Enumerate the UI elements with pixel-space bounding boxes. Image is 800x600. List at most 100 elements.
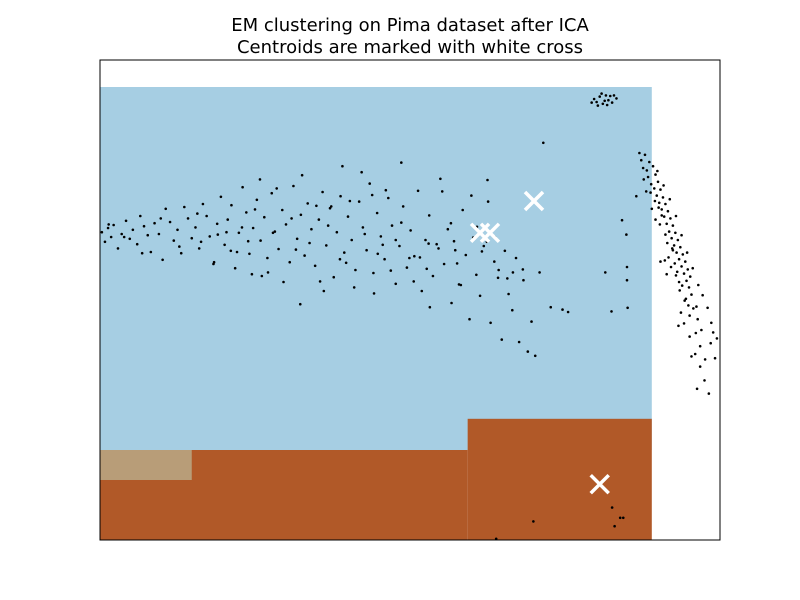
data-point bbox=[325, 244, 328, 247]
data-point bbox=[670, 236, 673, 240]
data-point bbox=[514, 256, 518, 260]
plot-area bbox=[99, 59, 721, 541]
data-point bbox=[703, 358, 707, 361]
data-point bbox=[288, 260, 292, 264]
data-point bbox=[500, 338, 504, 341]
data-point bbox=[607, 98, 610, 102]
data-point bbox=[692, 307, 695, 310]
data-point bbox=[662, 184, 665, 187]
data-point bbox=[610, 310, 613, 313]
data-point bbox=[344, 261, 348, 265]
data-point bbox=[605, 103, 609, 107]
data-point bbox=[486, 200, 490, 203]
data-point bbox=[625, 233, 628, 236]
data-point bbox=[709, 341, 712, 345]
data-point bbox=[503, 249, 507, 253]
data-point bbox=[226, 218, 230, 221]
centroid-cross-3 bbox=[523, 190, 545, 212]
data-point bbox=[468, 317, 471, 321]
data-point bbox=[299, 213, 303, 217]
data-point bbox=[131, 228, 135, 232]
data-point bbox=[326, 224, 330, 227]
data-point bbox=[655, 194, 659, 197]
data-point bbox=[710, 321, 713, 325]
data-point bbox=[674, 274, 678, 277]
data-point bbox=[685, 279, 688, 283]
data-point bbox=[251, 226, 255, 230]
data-point bbox=[280, 208, 284, 212]
data-point bbox=[532, 520, 535, 523]
data-point bbox=[620, 218, 624, 222]
plot-frame bbox=[99, 59, 721, 541]
data-point bbox=[664, 202, 667, 206]
data-point bbox=[420, 289, 424, 293]
data-point bbox=[672, 244, 676, 247]
data-point bbox=[258, 178, 262, 181]
data-point bbox=[235, 250, 239, 254]
data-point bbox=[657, 206, 660, 209]
data-point bbox=[696, 317, 699, 321]
chart-title-line-1: EM clustering on Pima dataset after ICA bbox=[231, 15, 589, 36]
data-point bbox=[604, 271, 607, 274]
data-point bbox=[652, 187, 656, 190]
data-point bbox=[201, 202, 205, 206]
data-point bbox=[248, 252, 251, 256]
data-point bbox=[667, 256, 670, 259]
data-point bbox=[315, 204, 318, 208]
data-point bbox=[266, 271, 270, 274]
data-point bbox=[489, 321, 492, 325]
data-point bbox=[635, 194, 638, 198]
data-point bbox=[595, 100, 598, 104]
data-point bbox=[670, 247, 674, 250]
data-point bbox=[341, 164, 344, 168]
data-point bbox=[561, 308, 564, 311]
data-point bbox=[282, 280, 285, 284]
data-point bbox=[194, 226, 197, 229]
data-point bbox=[317, 218, 321, 221]
data-point bbox=[183, 205, 186, 209]
data-point bbox=[707, 392, 711, 395]
data-point bbox=[215, 222, 219, 226]
data-point bbox=[688, 275, 692, 278]
data-point bbox=[253, 208, 257, 211]
data-point bbox=[691, 266, 695, 270]
data-point bbox=[103, 240, 107, 244]
data-point bbox=[511, 271, 515, 274]
data-point bbox=[690, 355, 693, 358]
data-point bbox=[350, 238, 354, 242]
data-point bbox=[590, 101, 593, 104]
data-point bbox=[658, 223, 662, 226]
data-point bbox=[346, 215, 350, 218]
data-points bbox=[100, 92, 719, 541]
data-point bbox=[190, 236, 194, 240]
data-point bbox=[418, 256, 422, 259]
data-point bbox=[453, 248, 457, 252]
data-point bbox=[275, 187, 279, 190]
data-point bbox=[677, 324, 680, 328]
data-point bbox=[409, 229, 412, 232]
data-point bbox=[246, 239, 250, 243]
data-point bbox=[677, 257, 681, 261]
data-point bbox=[679, 311, 683, 314]
data-point bbox=[381, 243, 385, 247]
data-point bbox=[517, 340, 521, 344]
data-point bbox=[542, 141, 545, 145]
data-point bbox=[538, 271, 541, 274]
data-point bbox=[690, 293, 693, 296]
data-point bbox=[363, 232, 367, 236]
data-point bbox=[342, 251, 346, 254]
data-point bbox=[400, 161, 403, 164]
data-point bbox=[306, 202, 310, 205]
data-point bbox=[335, 230, 339, 234]
data-point bbox=[682, 322, 686, 325]
data-point bbox=[416, 189, 420, 193]
data-point bbox=[116, 247, 120, 250]
data-point bbox=[153, 221, 156, 225]
data-point bbox=[352, 286, 356, 289]
data-point bbox=[365, 248, 368, 252]
data-point bbox=[427, 242, 430, 245]
data-point bbox=[332, 275, 336, 279]
data-point bbox=[666, 209, 670, 213]
data-point bbox=[496, 276, 500, 280]
